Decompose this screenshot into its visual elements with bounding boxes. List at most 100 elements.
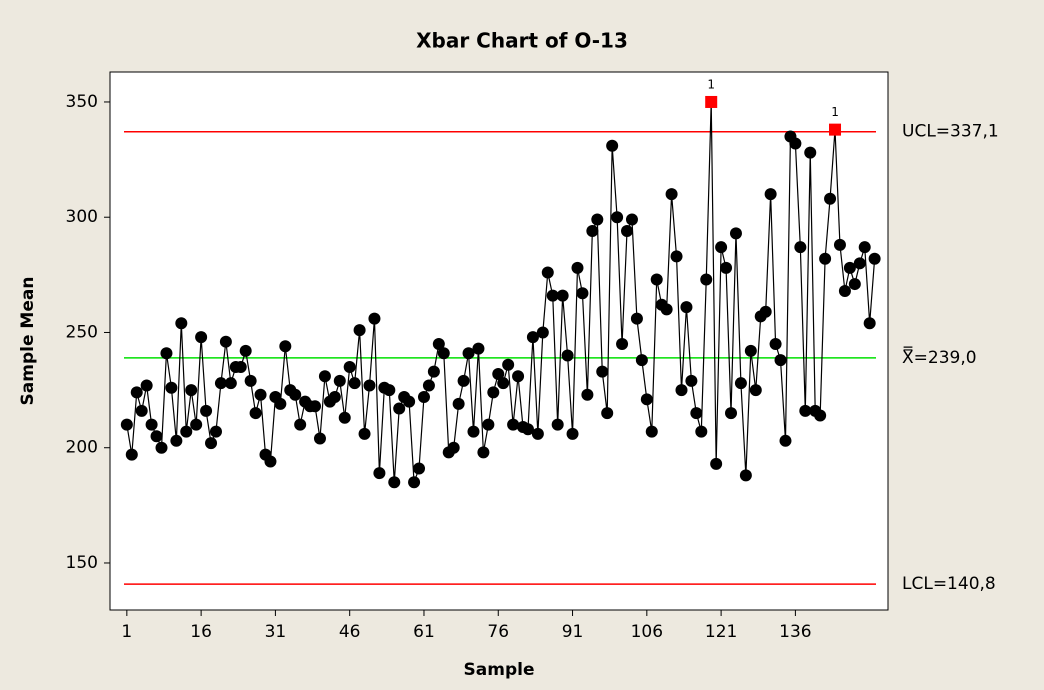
data-point bbox=[368, 312, 381, 325]
data-point bbox=[630, 312, 643, 325]
control-line-label: LCL=140,8 bbox=[902, 574, 996, 594]
data-point bbox=[482, 418, 495, 431]
data-point bbox=[625, 213, 638, 226]
data-point bbox=[318, 370, 331, 383]
data-point bbox=[447, 441, 460, 454]
data-point bbox=[863, 317, 876, 330]
data-point bbox=[160, 347, 173, 360]
data-point bbox=[799, 404, 812, 417]
data-point bbox=[566, 427, 579, 440]
x-tick-label: 76 bbox=[487, 622, 509, 642]
data-point bbox=[759, 305, 772, 318]
data-point bbox=[814, 409, 827, 422]
chart-title: Xbar Chart of O-13 bbox=[416, 29, 628, 53]
data-point bbox=[571, 261, 584, 274]
data-point bbox=[244, 374, 257, 387]
data-point bbox=[789, 137, 802, 150]
data-point bbox=[665, 188, 678, 201]
data-point bbox=[205, 437, 218, 450]
data-point bbox=[373, 467, 386, 480]
data-point bbox=[309, 400, 322, 413]
data-point bbox=[824, 192, 837, 205]
data-point bbox=[497, 377, 510, 390]
data-point bbox=[195, 331, 208, 344]
data-point bbox=[239, 344, 252, 357]
data-point bbox=[185, 384, 198, 397]
data-point bbox=[804, 146, 817, 159]
control-line-label: X̿=239,0 bbox=[902, 345, 977, 368]
data-point bbox=[576, 287, 589, 300]
data-point bbox=[219, 335, 232, 348]
data-point bbox=[234, 361, 247, 374]
data-point bbox=[477, 446, 490, 459]
data-point bbox=[858, 241, 871, 254]
data-point bbox=[462, 347, 475, 360]
data-point bbox=[526, 331, 539, 344]
data-point bbox=[591, 213, 604, 226]
data-point bbox=[432, 337, 445, 350]
data-point bbox=[487, 386, 500, 399]
data-point bbox=[437, 347, 450, 360]
data-point bbox=[408, 476, 421, 489]
x-tick-label: 91 bbox=[562, 622, 584, 642]
data-point bbox=[264, 455, 277, 468]
data-point bbox=[635, 354, 648, 367]
data-point bbox=[531, 427, 544, 440]
data-point bbox=[853, 257, 866, 270]
data-point bbox=[452, 397, 465, 410]
data-point bbox=[521, 423, 534, 436]
data-point bbox=[140, 379, 153, 392]
data-point bbox=[353, 324, 366, 337]
data-point bbox=[779, 434, 792, 447]
data-point bbox=[338, 411, 351, 424]
data-point bbox=[249, 407, 262, 420]
data-point bbox=[328, 391, 341, 404]
data-point bbox=[685, 374, 698, 387]
data-point bbox=[279, 340, 292, 353]
data-point bbox=[214, 377, 227, 390]
data-point bbox=[616, 337, 629, 350]
data-point bbox=[764, 188, 777, 201]
data-point bbox=[145, 418, 158, 431]
data-point bbox=[388, 476, 401, 489]
x-tick-label: 46 bbox=[339, 622, 361, 642]
data-point bbox=[383, 384, 396, 397]
data-point bbox=[120, 418, 133, 431]
x-tick-label: 1 bbox=[121, 622, 132, 642]
data-point bbox=[700, 273, 713, 286]
data-point bbox=[868, 252, 881, 265]
data-point bbox=[289, 388, 302, 401]
flagged-point bbox=[829, 123, 842, 136]
y-tick-label: 200 bbox=[66, 438, 98, 458]
data-point bbox=[427, 365, 440, 378]
data-point bbox=[403, 395, 416, 408]
data-point bbox=[833, 238, 846, 251]
flagged-point bbox=[705, 95, 718, 108]
data-point bbox=[675, 384, 688, 397]
data-point bbox=[729, 227, 742, 240]
data-point bbox=[710, 457, 723, 470]
data-point bbox=[546, 289, 559, 302]
data-point bbox=[170, 434, 183, 447]
data-point bbox=[536, 326, 549, 339]
data-point bbox=[838, 284, 851, 297]
data-point bbox=[254, 388, 267, 401]
data-point bbox=[333, 374, 346, 387]
data-point bbox=[744, 344, 757, 357]
data-point bbox=[472, 342, 485, 355]
data-point bbox=[551, 418, 564, 431]
data-point bbox=[125, 448, 138, 461]
x-tick-label: 31 bbox=[265, 622, 287, 642]
data-point bbox=[393, 402, 406, 415]
y-tick-label: 150 bbox=[66, 553, 98, 573]
data-point bbox=[556, 289, 569, 302]
data-point bbox=[640, 393, 653, 406]
data-point bbox=[294, 418, 307, 431]
data-point bbox=[512, 370, 525, 383]
x-tick-label: 61 bbox=[413, 622, 435, 642]
data-point bbox=[749, 384, 762, 397]
control-line-label: UCL=337,1 bbox=[902, 122, 999, 142]
data-point bbox=[725, 407, 738, 420]
data-point bbox=[274, 397, 287, 410]
